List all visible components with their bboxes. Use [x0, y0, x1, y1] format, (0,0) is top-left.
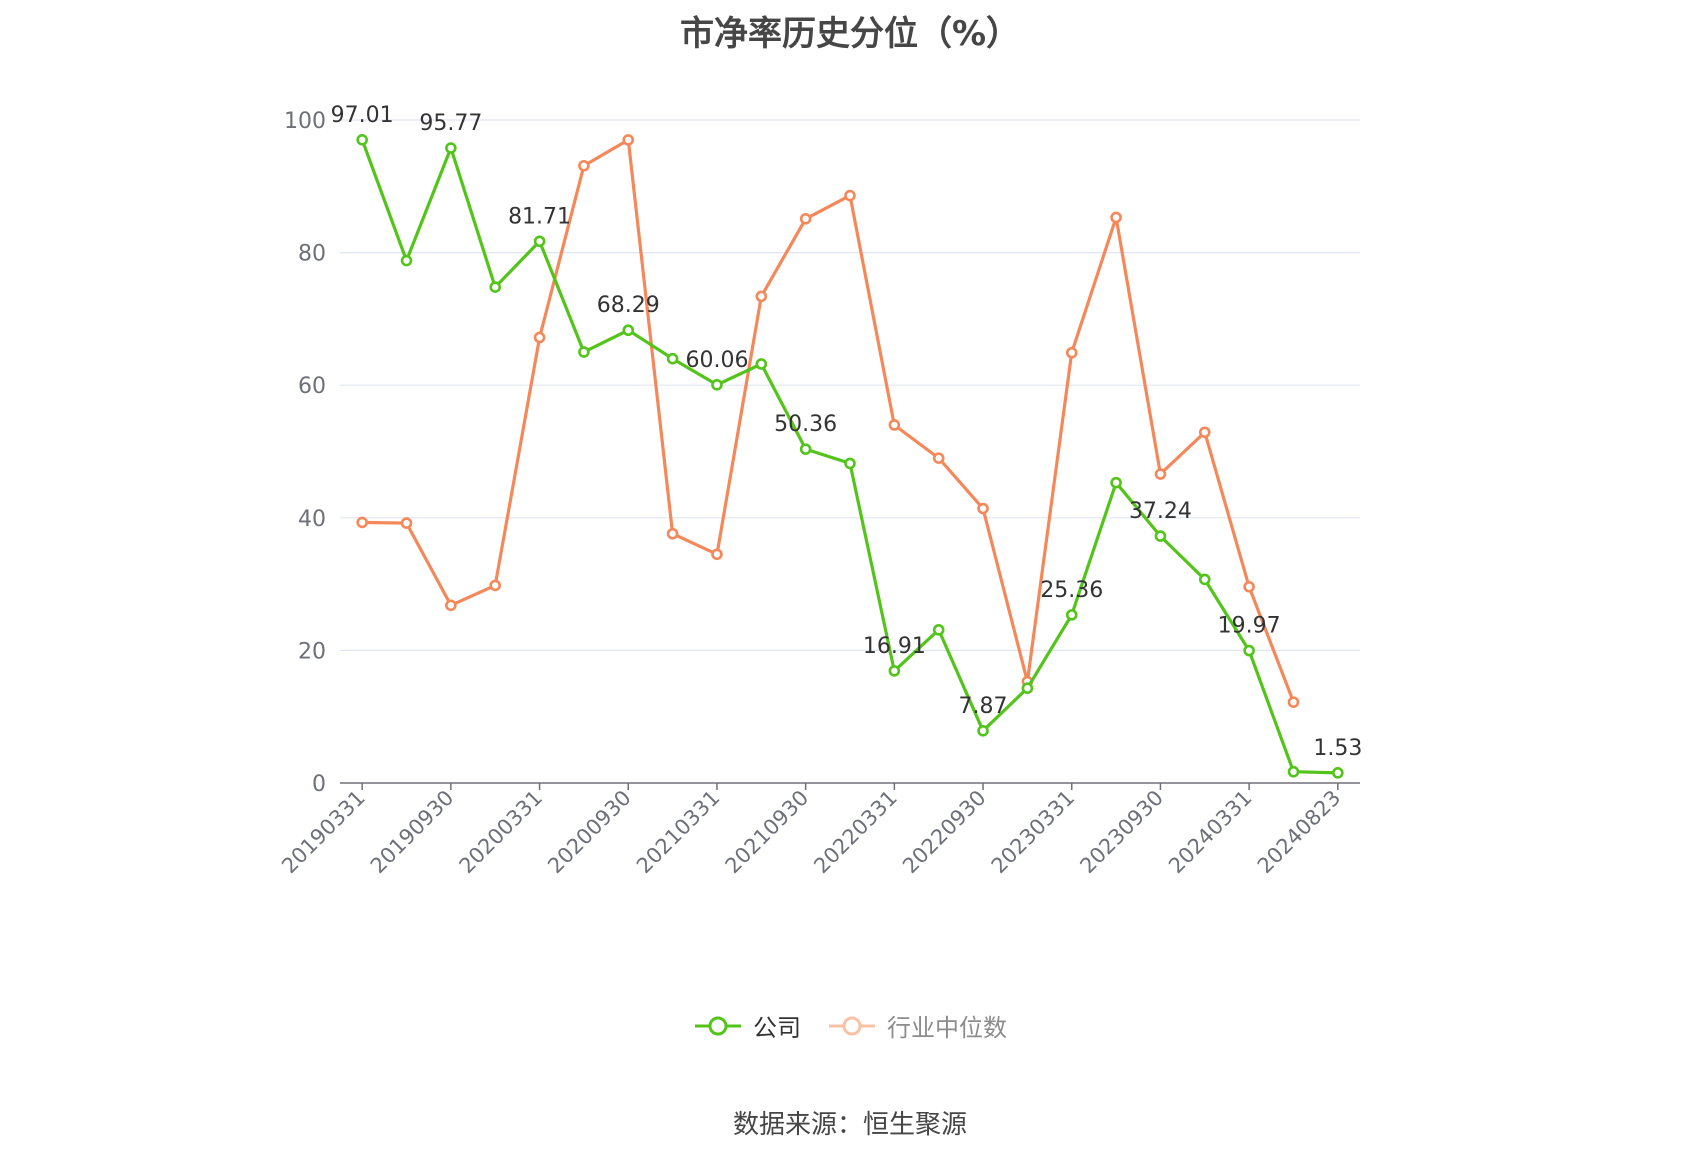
data-point-company[interactable]	[400, 254, 413, 267]
data-point-industry[interactable]	[489, 579, 502, 592]
y-tick-label: 100	[284, 109, 326, 134]
data-label: 95.77	[419, 111, 482, 136]
line-chart: 0 20 40 60 80 100 2019033120190930202003312020…	[277, 103, 1363, 878]
series-line-industry	[362, 138, 1295, 703]
data-label: 81.71	[508, 204, 571, 229]
data-label: 68.29	[597, 293, 660, 318]
data-point-company[interactable]	[1243, 644, 1255, 657]
data-label: 50.36	[774, 412, 837, 437]
data-point-company[interactable]	[932, 624, 945, 636]
data-point-industry[interactable]	[578, 159, 590, 172]
x-tick-label: 20240331	[1164, 786, 1257, 879]
data-point-company[interactable]	[1198, 573, 1211, 586]
data-point-company[interactable]	[445, 142, 457, 154]
x-tick-label: 20190930	[366, 786, 459, 879]
data-point-company[interactable]	[1287, 765, 1300, 778]
data-point-company[interactable]	[1110, 476, 1122, 489]
data-point-industry[interactable]	[1065, 346, 1078, 359]
x-tick-label: 20220930	[898, 786, 991, 879]
data-point-company[interactable]	[1154, 530, 1167, 542]
x-tick-label: 20210930	[721, 786, 814, 879]
x-tick-label: 20190331	[277, 786, 370, 879]
legend-label-company: 公司	[753, 1014, 801, 1042]
data-point-company[interactable]	[1332, 767, 1344, 779]
x-tick-label: 20200930	[543, 786, 636, 879]
data-point-industry[interactable]	[844, 189, 856, 202]
data-point-company[interactable]	[977, 725, 989, 737]
data-point-company[interactable]	[489, 281, 502, 293]
data-labels: 97.01 95.77 81.71 68.29 60.06 50.36 16.91 7.87 2…	[331, 103, 1363, 761]
data-label: 7.87	[959, 694, 1008, 719]
data-point-industry[interactable]	[445, 599, 457, 612]
legend-item-industry[interactable]: 行业中位数	[827, 1008, 1007, 1043]
data-label: 16.91	[863, 634, 926, 659]
data-point-company[interactable]	[666, 352, 679, 365]
data-point-industry[interactable]	[400, 517, 413, 529]
data-point-company[interactable]	[844, 457, 856, 470]
data-point-company[interactable]	[1021, 682, 1034, 694]
data-point-industry[interactable]	[755, 290, 768, 303]
data-label: 1.53	[1313, 736, 1362, 761]
series-line-company	[360, 139, 1338, 775]
data-point-industry[interactable]	[977, 502, 989, 515]
data-point-industry[interactable]	[1154, 468, 1167, 480]
data-point-industry[interactable]	[356, 516, 368, 529]
x-tick-label: 20210331	[632, 786, 725, 879]
legend-company-line-icon	[695, 1016, 741, 1035]
data-point-company[interactable]	[888, 665, 901, 677]
x-tick-label: 20230930	[1075, 786, 1168, 879]
data-label: 37.24	[1129, 499, 1192, 524]
x-tick-label: 20200331	[455, 786, 548, 879]
y-tick-label: 80	[298, 242, 326, 267]
y-tick-label: 40	[298, 507, 326, 532]
legend-label-industry: 行业中位数	[887, 1014, 1007, 1042]
y-tick-label: 20	[298, 639, 326, 664]
data-point-industry[interactable]	[888, 419, 901, 431]
data-point-industry[interactable]	[1287, 696, 1300, 708]
legend-item-company[interactable]: 公司	[693, 1008, 801, 1043]
y-tick-label: 60	[298, 374, 326, 399]
data-point-industry[interactable]	[622, 134, 635, 146]
series-lines	[356, 134, 1344, 779]
data-point-company[interactable]	[799, 443, 812, 455]
x-tick-label: 20230331	[987, 786, 1080, 879]
data-point-industry[interactable]	[533, 331, 546, 344]
data-point-industry[interactable]	[1243, 580, 1255, 593]
data-point-industry[interactable]	[1198, 426, 1211, 439]
data-point-industry[interactable]	[711, 548, 723, 561]
data-point-industry[interactable]	[1110, 211, 1122, 224]
data-label: 97.01	[331, 103, 394, 128]
data-point-industry[interactable]	[799, 212, 812, 225]
x-tick-label: 20220331	[809, 786, 902, 879]
y-tick-label: 0	[312, 772, 326, 797]
data-point-company[interactable]	[578, 346, 590, 358]
data-point-company[interactable]	[755, 358, 768, 370]
data-point-company[interactable]	[356, 134, 368, 146]
data-source: 数据来源：恒生聚源	[732, 1110, 967, 1140]
data-point-industry[interactable]	[666, 527, 679, 540]
data-label: 19.97	[1218, 614, 1281, 639]
x-tick-label: 20240823	[1253, 786, 1346, 879]
data-point-industry[interactable]	[932, 452, 945, 464]
data-point-company[interactable]	[622, 324, 635, 337]
chart-title: 市净率历史分位（%）	[679, 14, 1021, 54]
data-point-company[interactable]	[533, 235, 546, 248]
grid-lines	[340, 119, 1360, 652]
legend-industry-line-icon	[829, 1016, 875, 1035]
legend: 公司 行业中位数	[0, 1008, 1700, 1043]
data-point-company[interactable]	[1065, 609, 1078, 621]
data-label: 25.36	[1040, 578, 1103, 603]
data-point-company[interactable]	[711, 379, 723, 391]
data-label: 60.06	[685, 348, 748, 373]
axes: 0 20 40 60 80 100 2019033120190930202003312020…	[277, 109, 1360, 878]
